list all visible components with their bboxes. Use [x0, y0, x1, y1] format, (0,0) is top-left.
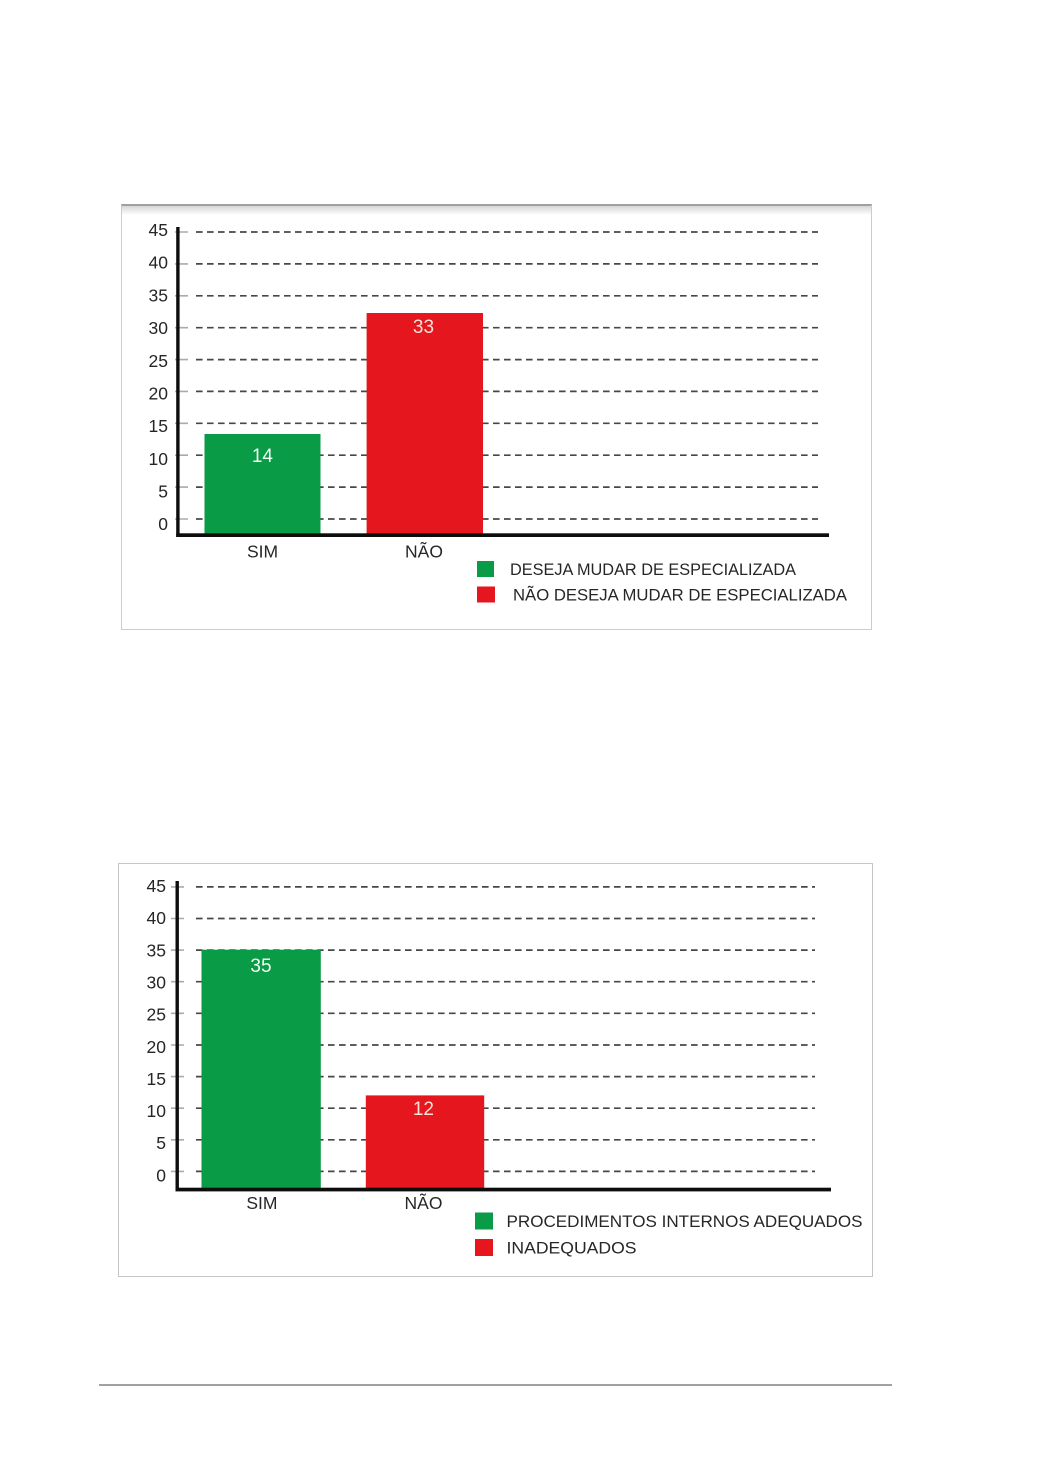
- svg-text:NÃO: NÃO: [405, 541, 443, 562]
- svg-text:PROCEDIMENTOS INTERNOS ADEQUAD: PROCEDIMENTOS INTERNOS ADEQUADOS: [507, 1212, 863, 1231]
- svg-text:35: 35: [147, 940, 166, 960]
- svg-text:40: 40: [149, 253, 169, 273]
- svg-text:30: 30: [147, 973, 167, 993]
- svg-text:14: 14: [252, 446, 274, 467]
- svg-text:15: 15: [147, 1069, 166, 1089]
- svg-text:25: 25: [147, 1005, 166, 1025]
- svg-text:10: 10: [147, 1101, 167, 1121]
- svg-text:20: 20: [149, 383, 169, 403]
- svg-text:5: 5: [158, 482, 168, 502]
- svg-text:45: 45: [149, 220, 168, 240]
- svg-text:25: 25: [149, 351, 168, 371]
- svg-text:35: 35: [149, 285, 168, 305]
- svg-text:20: 20: [147, 1037, 167, 1057]
- svg-text:35: 35: [250, 956, 271, 977]
- svg-text:NÃO: NÃO: [405, 1192, 443, 1213]
- svg-text:30: 30: [149, 318, 169, 338]
- svg-text:5: 5: [156, 1133, 166, 1153]
- svg-text:12: 12: [413, 1099, 434, 1120]
- svg-text:45: 45: [147, 876, 166, 896]
- svg-text:40: 40: [147, 908, 167, 928]
- svg-text:0: 0: [156, 1165, 166, 1185]
- svg-text:INADEQUADOS: INADEQUADOS: [507, 1238, 637, 1257]
- svg-text:NÃO DESEJA MUDAR DE ESPECIALIZ: NÃO DESEJA MUDAR DE ESPECIALIZADA: [513, 585, 848, 604]
- svg-text:SIM: SIM: [247, 542, 278, 562]
- svg-text:10: 10: [149, 449, 169, 469]
- svg-text:0: 0: [158, 514, 168, 534]
- svg-text:15: 15: [149, 416, 168, 436]
- svg-text:SIM: SIM: [246, 1193, 277, 1213]
- svg-text:DESEJA MUDAR DE ESPECIALIZADA: DESEJA MUDAR DE ESPECIALIZADA: [510, 560, 797, 579]
- svg-text:33: 33: [413, 317, 434, 338]
